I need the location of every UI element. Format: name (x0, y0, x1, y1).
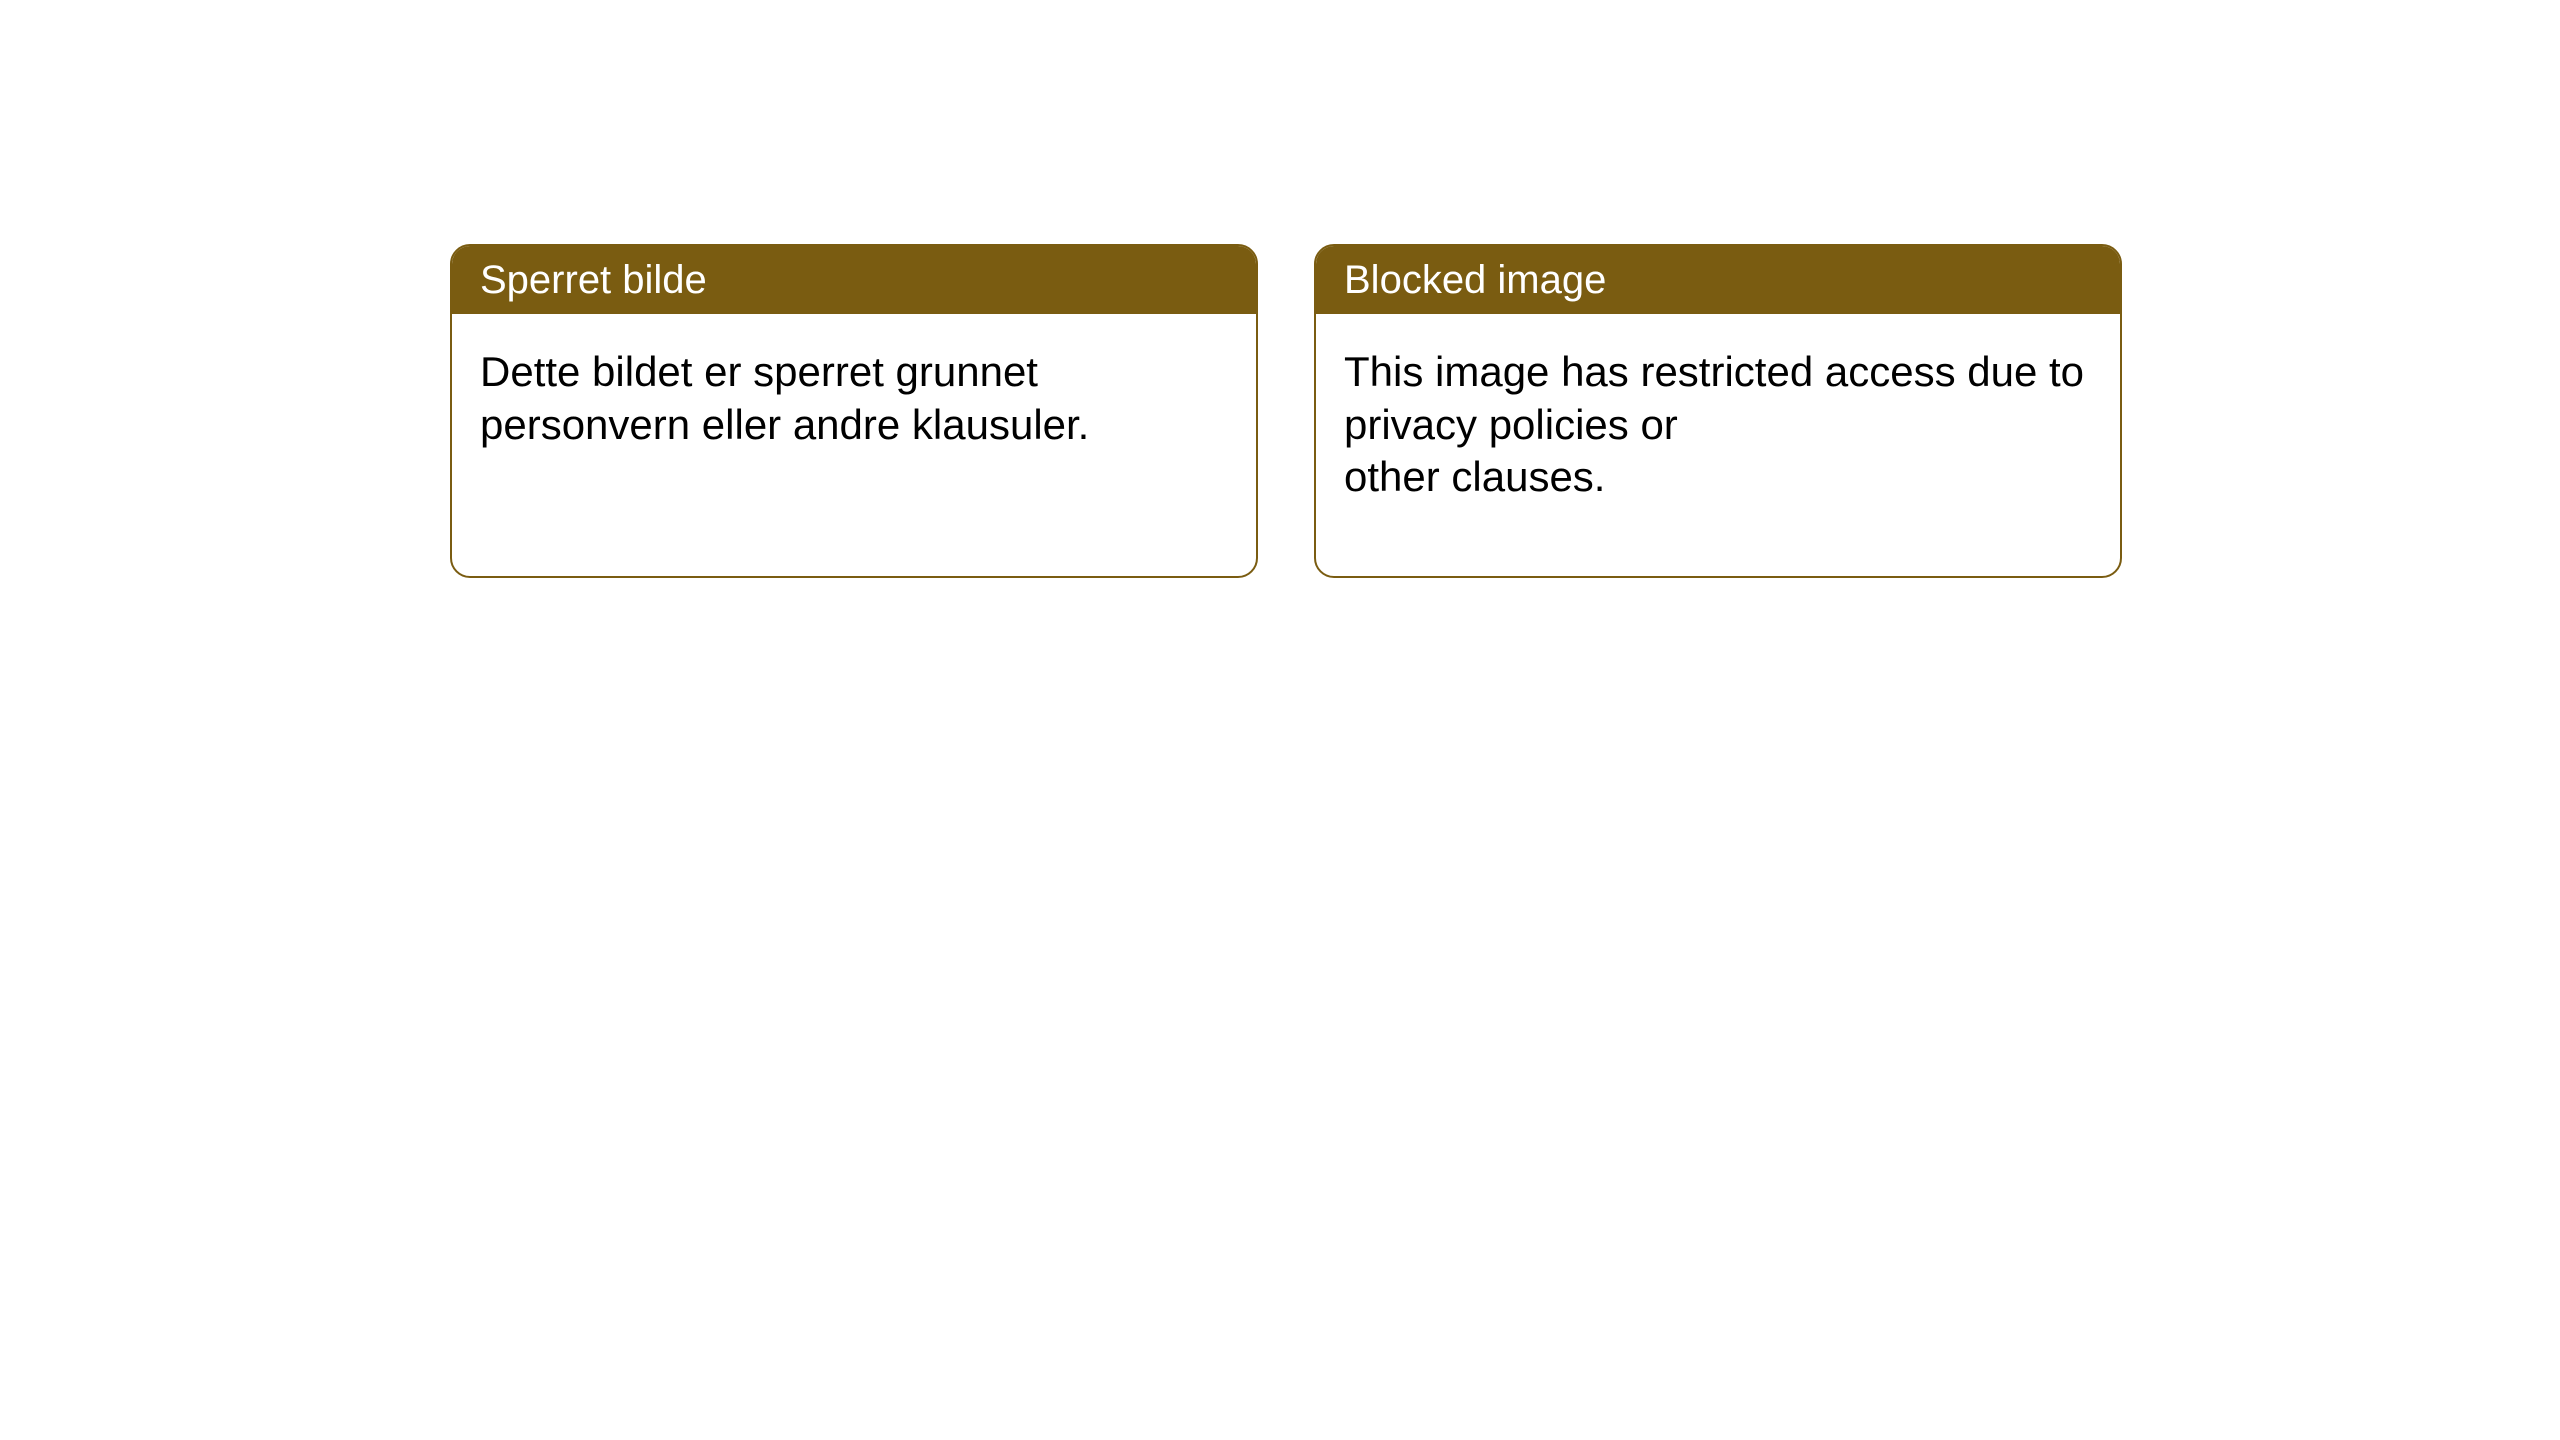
notice-body-english: This image has restricted access due to … (1316, 314, 2120, 576)
notice-header-english: Blocked image (1316, 246, 2120, 314)
notice-header-norwegian: Sperret bilde (452, 246, 1256, 314)
notice-card-english: Blocked image This image has restricted … (1314, 244, 2122, 578)
notice-body-norwegian: Dette bildet er sperret grunnet personve… (452, 314, 1256, 523)
notice-card-norwegian: Sperret bilde Dette bildet er sperret gr… (450, 244, 1258, 578)
notice-container: Sperret bilde Dette bildet er sperret gr… (450, 244, 2122, 578)
